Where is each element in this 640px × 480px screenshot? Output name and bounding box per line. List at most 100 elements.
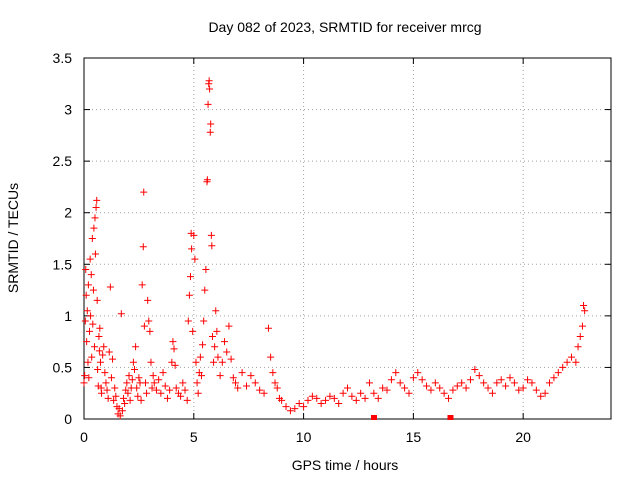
data-point [208,242,216,250]
data-point [157,389,165,397]
plot-frame [83,57,612,420]
data-point [580,302,588,310]
data-point [183,396,191,404]
data-point [414,369,422,377]
data-point [124,389,132,397]
data-points [80,77,589,420]
data-point [227,355,235,363]
data-point [89,320,97,328]
data-point [179,379,187,387]
data-point [269,369,277,377]
data-point [189,327,197,335]
data-point [563,358,571,366]
data-point [206,128,214,136]
data-point [550,374,558,382]
data-point [99,351,107,359]
data-point [140,322,148,330]
data-point [95,332,103,340]
data-point [484,384,492,392]
data-point [480,379,488,387]
data-point [271,379,279,387]
data-point [515,386,523,394]
x-tick-label: 10 [296,429,312,445]
data-point [86,255,94,263]
y-axis-label: SRMTID / TECUs [5,183,21,293]
data-point [81,317,89,325]
data-point [409,374,417,382]
data-point [112,392,120,400]
x-tick-label: 5 [190,429,198,445]
data-point [133,384,141,392]
x-axis-label: GPS time / hours [292,457,399,473]
data-point [91,250,99,258]
data-point [223,348,231,356]
data-point [107,374,115,382]
y-tick-label: 2 [64,205,72,221]
data-point [93,296,101,304]
data-point [87,312,95,320]
data-point [286,407,294,415]
data-point [242,382,250,390]
data-point [203,176,211,184]
y-tick-label: 3 [64,102,72,118]
data-point [405,389,413,397]
data-point [256,386,264,394]
data-point [89,286,97,294]
data-point [436,384,444,392]
data-point [87,271,95,279]
data-point [169,338,177,346]
data-point [308,392,316,400]
data-point [453,382,461,390]
data-point [519,384,527,392]
data-point [188,245,196,253]
data-point [282,403,290,411]
data-point [335,400,343,408]
data-point [141,379,149,387]
data-point [370,389,378,397]
data-point [82,265,90,273]
data-point [94,365,102,373]
data-point [423,382,431,390]
data-point [528,379,536,387]
data-point [559,363,567,371]
data-point [190,231,198,239]
data-point [229,374,237,382]
data-point [123,379,131,387]
data-point [161,382,169,390]
data-point [238,369,246,377]
data-point [330,394,338,402]
data-point [213,327,221,335]
data-point [191,255,199,263]
data-point-square [370,415,377,420]
y-tick-label: 0 [64,411,72,427]
data-point [135,374,143,382]
data-point [207,231,215,239]
data-point [383,386,391,394]
data-point [194,389,202,397]
data-point [138,281,146,289]
data-point [221,338,229,346]
data-point [475,372,483,380]
data-point [208,332,216,340]
data-point [132,343,140,351]
data-point [304,396,312,404]
data-point [96,358,104,366]
data-point [462,384,470,392]
data-point [159,369,167,377]
data-point [104,394,112,402]
x-tick-label: 0 [80,429,88,445]
data-point [201,286,209,294]
data-point [146,327,154,335]
data-point [90,224,98,232]
data-point-square [447,415,454,420]
data-point [214,353,222,361]
data-point [396,379,404,387]
data-point [88,235,96,242]
data-point [374,394,382,402]
data-point [379,384,387,392]
data-point [181,386,189,394]
data-point [118,407,126,415]
data-point [147,358,155,366]
data-point [143,389,151,397]
